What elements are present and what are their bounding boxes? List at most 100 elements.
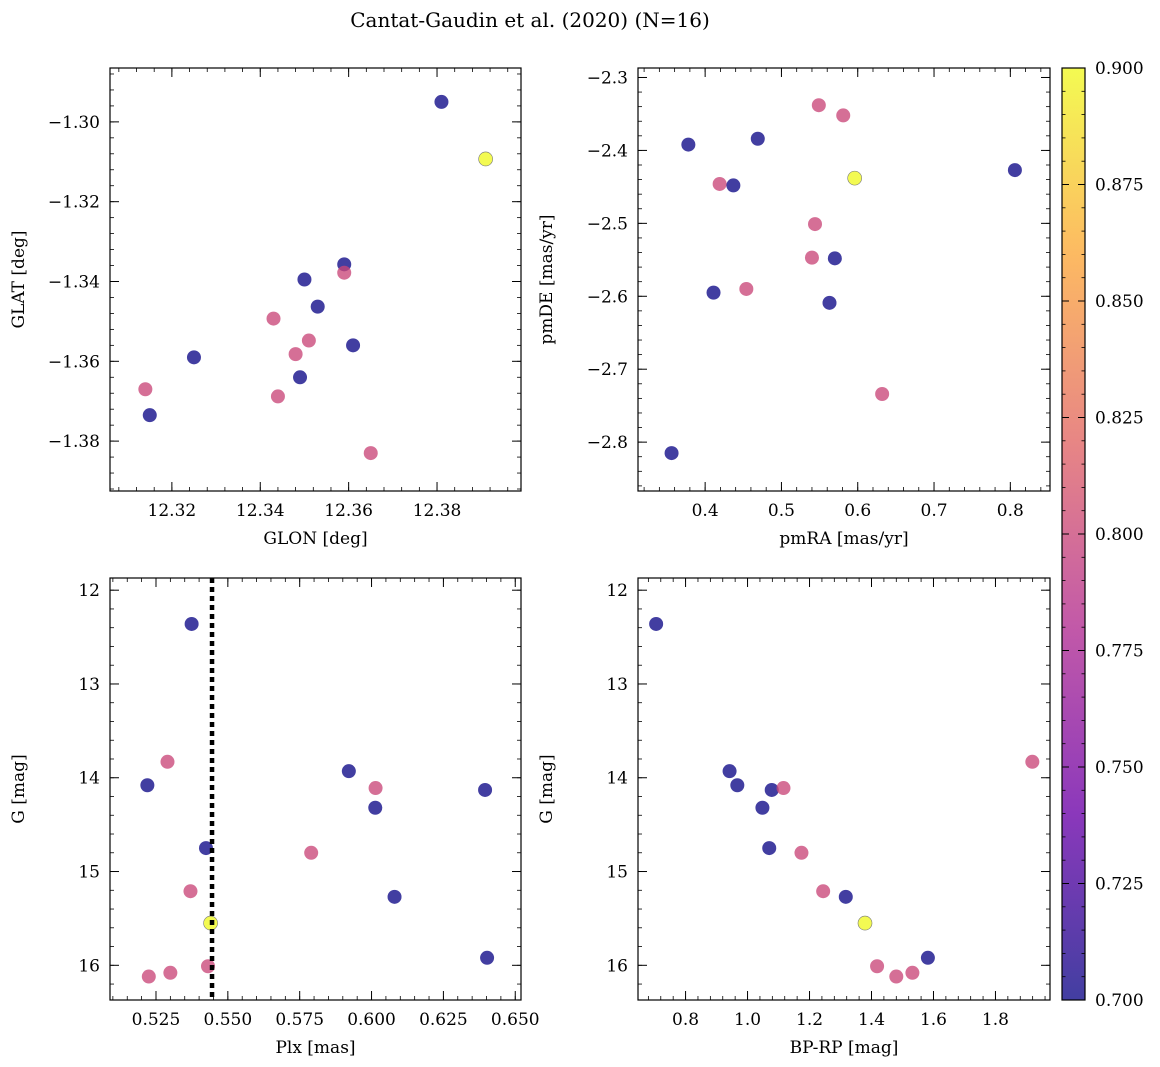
scatter-point <box>198 841 213 856</box>
x-tick-label: 0.7 <box>921 501 948 521</box>
scatter-point <box>816 884 831 899</box>
x-tick-label: 1.6 <box>920 1010 947 1030</box>
y-axis-label: GLAT [deg] <box>9 230 29 328</box>
colorbar-tick-label: 0.800 <box>1095 525 1144 545</box>
scatter-point <box>346 338 361 353</box>
scatter-point <box>739 281 754 296</box>
scatter-point <box>434 94 449 109</box>
x-tick-label: 0.600 <box>347 1010 396 1030</box>
scatter-point <box>836 108 851 123</box>
scatter-point <box>905 965 920 980</box>
x-tick-label: 0.4 <box>692 501 719 521</box>
subplot-4: 0.8 1.0 1.2 1.4 1.6 1.8 12 13 14 15 16 BP-RP [mag] G… <box>537 577 1051 1058</box>
subplot-2: 0.4 0.5 0.6 0.7 0.8 −2.3 −2.4 −2.5 −2.6 −2.7 −2.8 p… <box>537 67 1051 549</box>
scatter-point <box>142 408 157 423</box>
colorbar-tick-label: 0.750 <box>1095 758 1144 778</box>
scatter-point <box>722 764 737 779</box>
subplots: 12.32 12.34 12.36 12.38 −1.30 −1.32 −1.34 −1.36… <box>9 67 1051 1058</box>
y-axis-label: pmDE [mas/yr] <box>537 214 557 344</box>
y-tick-label: 14 <box>78 769 100 789</box>
scatter-point <box>183 884 198 899</box>
y-tick-label: −2.7 <box>587 360 628 380</box>
x-tick-label: 12.38 <box>413 501 462 521</box>
scatter-point <box>808 217 823 232</box>
scatter-point <box>920 950 935 965</box>
scatter-point <box>870 959 885 974</box>
scatter-point <box>1025 754 1040 769</box>
x-axis-label: BP-RP [mag] <box>790 1038 899 1058</box>
scatter-point <box>726 178 741 193</box>
y-tick-label: −1.30 <box>48 113 100 133</box>
scatter-point <box>847 170 862 186</box>
scatter-point <box>138 382 153 397</box>
scatter-point <box>141 969 156 984</box>
scatter-point <box>337 265 352 280</box>
scatter-point <box>822 295 837 310</box>
scatter-point <box>838 889 853 904</box>
axes-frame <box>637 577 1051 1001</box>
scatter-point <box>304 845 319 860</box>
scatter-point <box>266 311 281 326</box>
scatter-point <box>804 250 819 265</box>
y-tick-label: 13 <box>606 675 628 695</box>
scatter-point <box>681 137 696 152</box>
scatter-point <box>730 778 745 793</box>
y-tick-label: −2.8 <box>587 433 628 453</box>
scatter-point <box>480 950 495 965</box>
y-tick-label: 13 <box>78 675 100 695</box>
scatter-point <box>310 299 325 314</box>
y-tick-label: −2.5 <box>587 214 628 234</box>
scatter-point <box>186 350 201 365</box>
scatter-point <box>750 131 765 146</box>
y-tick-label: 12 <box>606 581 628 601</box>
y-axis-label: G [mag] <box>9 754 29 823</box>
y-tick-label: −2.3 <box>587 68 628 88</box>
scatter-point <box>1007 163 1022 178</box>
scatter-point <box>776 781 791 796</box>
y-tick-label: −1.38 <box>48 432 100 452</box>
y-tick-label: 16 <box>78 956 100 976</box>
scatter-point <box>160 754 175 769</box>
scatter-point <box>755 800 770 815</box>
y-tick-label: −1.36 <box>48 352 100 372</box>
colorbar-tick-label: 0.900 <box>1095 59 1144 79</box>
scatter-point <box>387 889 402 904</box>
scatter-point <box>827 251 842 266</box>
scatter-point <box>664 446 679 461</box>
x-tick-label: 1.0 <box>734 1010 761 1030</box>
y-axis-label: G [mag] <box>537 754 557 823</box>
scatter-point <box>140 778 155 793</box>
scatter-point <box>301 333 316 348</box>
scatter-point <box>288 347 303 362</box>
scatter-point <box>857 915 873 931</box>
scatter-point <box>712 176 727 191</box>
figure-title: Cantat-Gaudin et al. (2020) (N=16) <box>350 8 710 32</box>
scatter-point <box>794 845 809 860</box>
x-tick-label: 0.525 <box>132 1010 181 1030</box>
scatter-point <box>762 841 777 856</box>
x-tick-label: 0.575 <box>275 1010 324 1030</box>
colorbar-tick-label: 0.775 <box>1095 642 1144 662</box>
scatter-point <box>478 151 493 167</box>
y-tick-label: 16 <box>606 956 628 976</box>
y-tick-label: 14 <box>606 769 628 789</box>
y-tick-label: −2.6 <box>587 287 628 307</box>
x-tick-label: 12.32 <box>148 501 197 521</box>
y-tick-label: −1.34 <box>48 272 100 292</box>
scatter-point <box>368 781 383 796</box>
y-tick-label: −1.32 <box>48 193 100 213</box>
scatter-point <box>363 446 378 461</box>
axes-frame <box>109 577 522 1001</box>
x-tick-label: 0.8 <box>672 1010 699 1030</box>
subplot-1: 12.32 12.34 12.36 12.38 −1.30 −1.32 −1.34 −1.36… <box>9 67 522 549</box>
scatter-point <box>811 98 826 113</box>
colorbar-tick-label: 0.725 <box>1095 875 1144 895</box>
scatter-point <box>368 800 383 815</box>
x-tick-label: 1.4 <box>858 1010 885 1030</box>
scatter-point <box>184 616 199 631</box>
scatter-point <box>297 272 312 287</box>
x-tick-label: 12.34 <box>236 501 285 521</box>
x-tick-label: 1.8 <box>982 1010 1009 1030</box>
x-axis-label: GLON [deg] <box>263 529 367 549</box>
